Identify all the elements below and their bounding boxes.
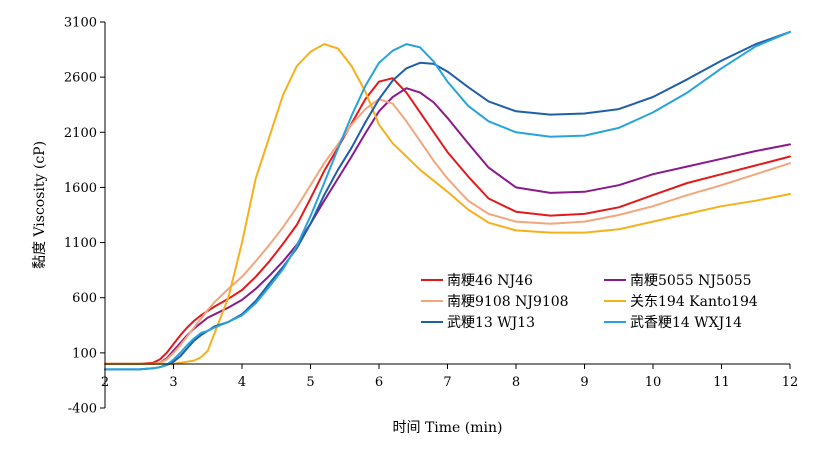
legend-label-4: 武粳13 WJ13 [447,315,535,331]
x-tick-label-0: 2 [101,375,109,390]
x-tick-label-10: 12 [782,375,799,390]
y-tick-label-5: 600 [72,291,97,306]
x-tick-label-4: 6 [375,375,383,390]
x-tick-label-3: 5 [306,375,314,390]
y-axis-title: 黏度 Viscosity (cP) [32,141,48,269]
y-tick-label-2: 2100 [64,126,97,141]
legend-label-5: 武香粳14 WXJ14 [630,315,742,331]
x-axis-title: 时间 Time (min) [393,420,503,436]
x-tick-label-6: 8 [512,375,520,390]
legend-label-1: 南粳5055 NJ5055 [630,273,752,289]
y-tick-label-3: 1600 [64,181,97,196]
series-line-0 [104,77,791,365]
y-tick-label-4: 1100 [64,236,97,251]
legend-label-2: 南粳9108 NJ9108 [447,294,569,310]
y-tick-label-0: 3100 [64,16,97,31]
x-tick-label-7: 9 [580,375,588,390]
legend-label-0: 南粳46 NJ46 [447,273,533,289]
series-line-1 [104,87,791,365]
legend-label-3: 关东194 Kanto194 [630,294,758,310]
x-tick-label-1: 3 [169,375,177,390]
series-line-3 [104,43,791,365]
series-layer [104,30,791,371]
x-tick-label-9: 11 [713,375,730,390]
y-tick-label-1: 2600 [64,71,97,86]
series-line-5 [104,30,791,371]
axes-layer: 3100 2600 2100 1600 1100 600 100 -400 2 3 4 5 6 7 8 9 10… [32,16,798,437]
x-tick-label-2: 4 [238,375,246,390]
legend: 南粳46 NJ46 南粳5055 NJ5055 南粳9108 NJ9108 关东194… [421,273,758,331]
series-line-4 [104,30,791,371]
y-tick-label-7: -400 [68,402,97,417]
series-line-2 [104,98,791,365]
y-tick-label-6: 100 [72,346,97,361]
x-tick-label-8: 10 [645,375,662,390]
x-tick-label-5: 7 [443,375,451,390]
